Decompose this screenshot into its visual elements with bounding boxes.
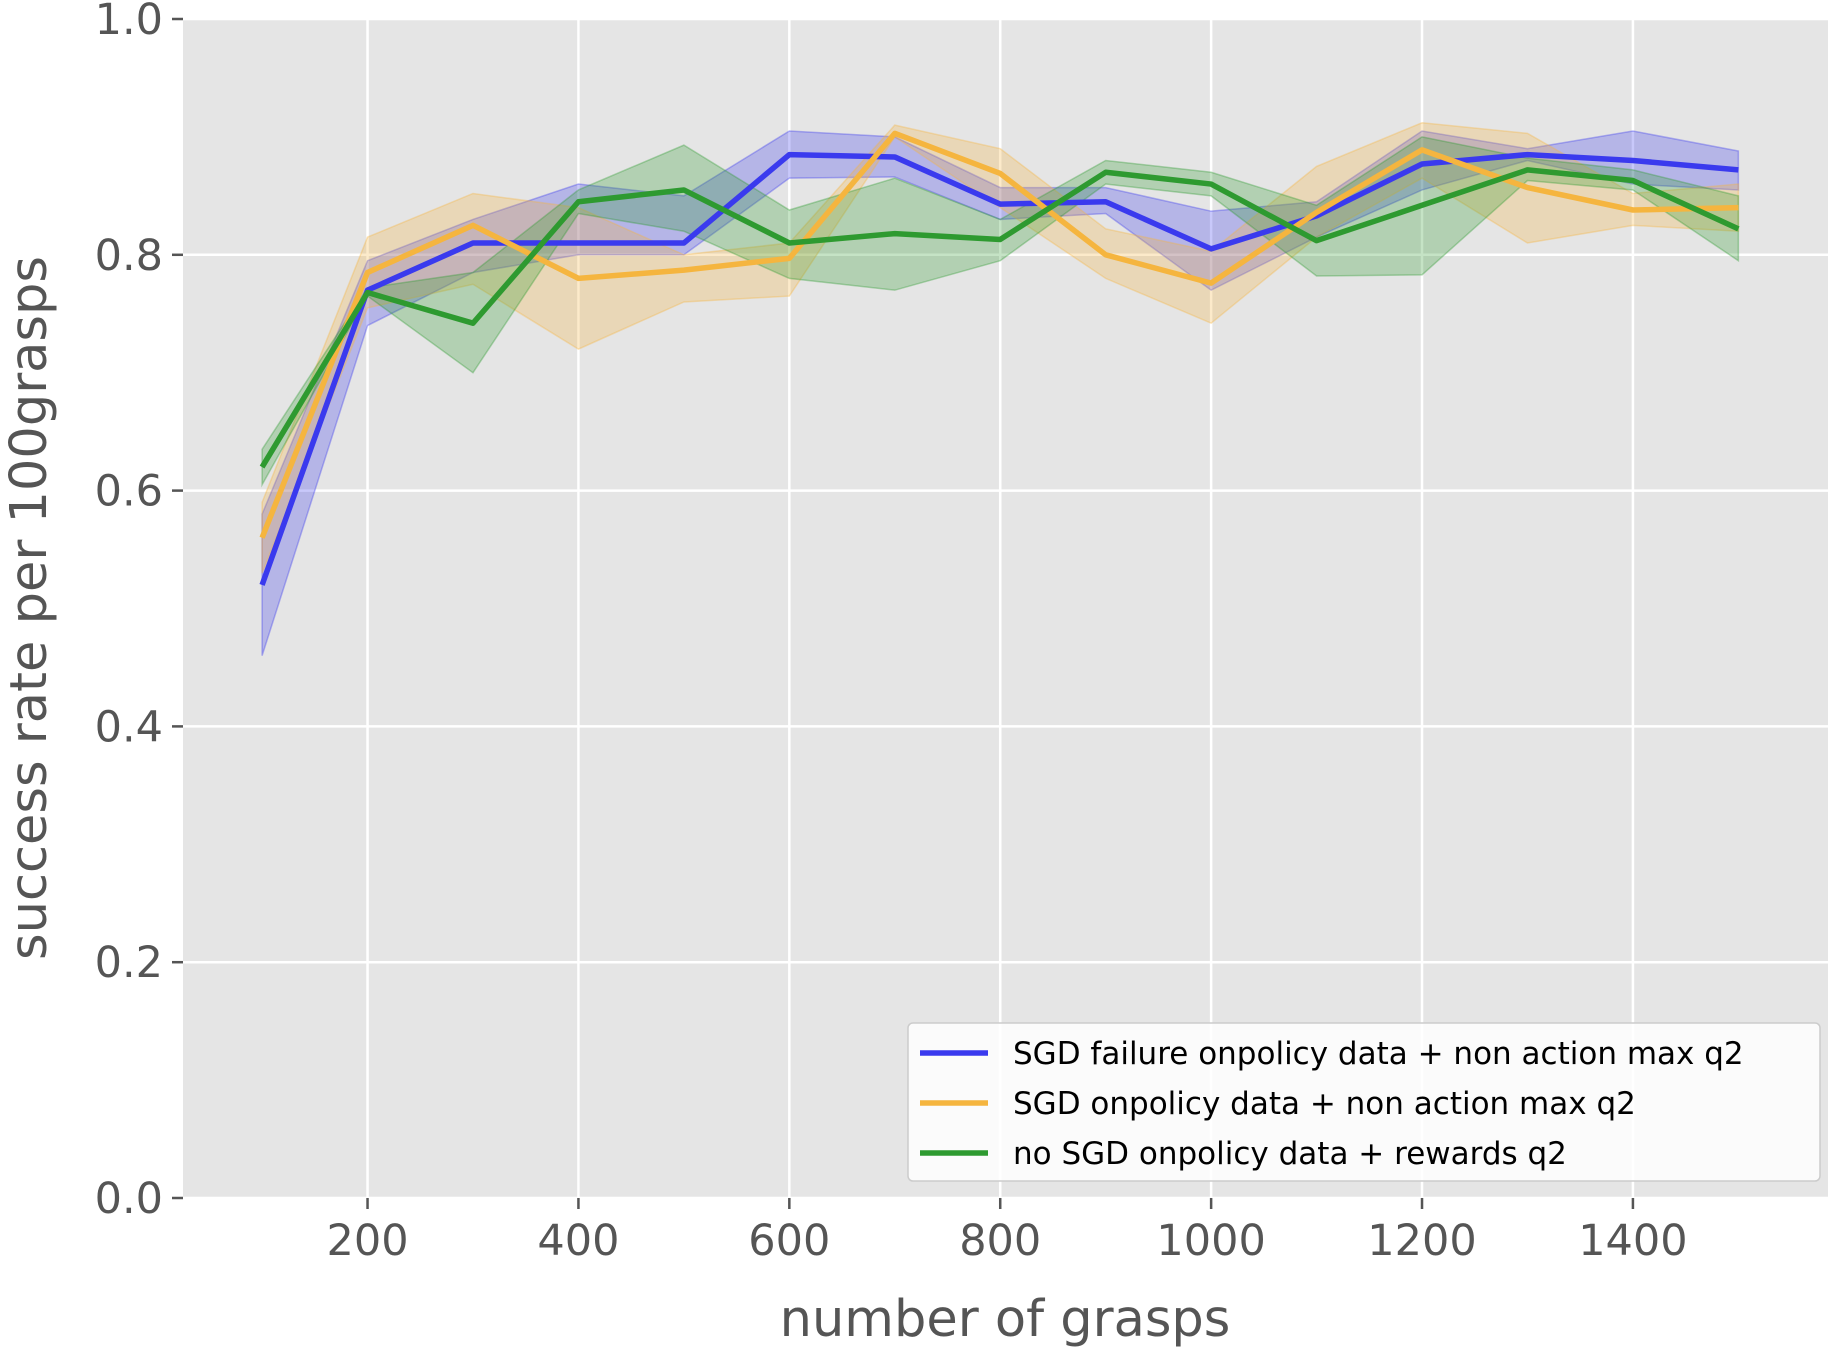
series-line-3 — [259, 167, 1740, 469]
confidence-band-1 — [261, 130, 1740, 656]
legend: SGD failure onpolicy data + non action m… — [907, 1022, 1821, 1182]
x-tick-label: 600 — [748, 1216, 830, 1266]
x-tick-label: 400 — [537, 1216, 619, 1266]
y-tick-label: 0.0 — [95, 1174, 163, 1224]
x-axis-label: number of grasps — [780, 1290, 1231, 1349]
x-tick-label: 1200 — [1367, 1216, 1476, 1266]
y-tick-label: 1.0 — [95, 0, 163, 45]
legend-label-3: no SGD onpolicy data + rewards q2 — [1013, 1136, 1567, 1172]
x-axis-ticks: 200 400 600 800 1000 1200 1400 — [326, 1198, 1688, 1266]
x-tick-label: 800 — [959, 1216, 1041, 1266]
gridlines — [183, 17, 1828, 1200]
x-tick-label: 1400 — [1578, 1216, 1687, 1266]
series-lines — [259, 130, 1740, 586]
y-tick-label: 0.2 — [95, 938, 163, 988]
y-axis-ticks: 0.0 0.2 0.4 0.6 0.8 1.0 — [95, 0, 183, 1224]
legend-label-1: SGD failure onpolicy data + non action m… — [1013, 1036, 1744, 1072]
y-axis-label: success rate per 100grasps — [0, 256, 59, 960]
y-tick-label: 0.6 — [95, 467, 163, 517]
legend-box — [907, 1022, 1821, 1182]
series-line-2 — [259, 130, 1739, 539]
plot-background — [183, 19, 1828, 1198]
y-tick-label: 0.4 — [95, 702, 163, 752]
legend-label-2: SGD onpolicy data + non action max q2 — [1013, 1086, 1636, 1122]
x-tick-label: 1000 — [1156, 1216, 1265, 1266]
y-tick-label: 0.8 — [95, 231, 163, 281]
x-tick-label: 200 — [326, 1216, 408, 1266]
